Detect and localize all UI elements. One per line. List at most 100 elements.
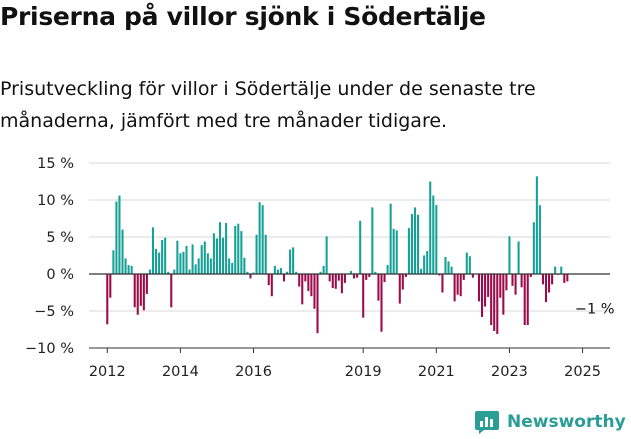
bar bbox=[353, 274, 356, 279]
bar bbox=[264, 234, 267, 274]
bar bbox=[514, 274, 517, 295]
bar bbox=[328, 274, 331, 282]
bar-chart: 15 % 10 % 5 % 0 % −5 % −10 % 2012 2014 2016 2019… bbox=[25, 156, 615, 380]
bar bbox=[386, 265, 389, 274]
bar bbox=[139, 274, 142, 306]
bar bbox=[289, 249, 292, 274]
latest-value-label: −1 % bbox=[575, 301, 615, 317]
bar bbox=[331, 274, 334, 289]
axes bbox=[89, 273, 610, 353]
newsworthy-chart-bubble-icon bbox=[475, 411, 499, 434]
bar bbox=[106, 274, 109, 325]
bar bbox=[417, 214, 420, 274]
bar bbox=[377, 274, 380, 301]
bar bbox=[112, 250, 115, 274]
bar bbox=[316, 274, 319, 334]
bar bbox=[295, 271, 298, 274]
bar bbox=[237, 223, 240, 274]
bar bbox=[523, 274, 526, 326]
x-tick-label: 2012 bbox=[89, 364, 126, 380]
bar bbox=[487, 274, 490, 297]
bar bbox=[167, 271, 170, 274]
y-tick-label: 5 % bbox=[46, 230, 74, 246]
bar bbox=[374, 271, 377, 274]
bar bbox=[441, 274, 444, 293]
annotations: −1 % bbox=[575, 301, 615, 317]
bar bbox=[154, 248, 158, 274]
bar bbox=[200, 245, 203, 274]
bar bbox=[228, 258, 231, 274]
bar bbox=[401, 274, 404, 290]
bar bbox=[319, 271, 322, 274]
bar bbox=[413, 207, 417, 274]
bar bbox=[481, 274, 484, 317]
bar bbox=[517, 241, 520, 274]
bar bbox=[395, 230, 398, 274]
bar bbox=[322, 265, 325, 274]
bar bbox=[304, 274, 307, 282]
bar bbox=[529, 274, 532, 277]
bar bbox=[243, 257, 246, 274]
x-axis-labels: 2012 2014 2016 2019 2021 2023 2025 bbox=[89, 364, 601, 380]
bar bbox=[340, 274, 343, 294]
bar bbox=[566, 274, 569, 282]
x-tick-label: 2023 bbox=[491, 364, 528, 380]
bar bbox=[270, 274, 273, 297]
bar bbox=[337, 274, 340, 281]
bar bbox=[423, 255, 426, 274]
bar bbox=[343, 274, 346, 283]
bar bbox=[209, 258, 212, 274]
bar bbox=[185, 245, 188, 274]
bar bbox=[453, 274, 456, 302]
chart-title: Priserna på villor sjönk i Södertälje bbox=[0, 2, 486, 31]
bar bbox=[468, 256, 471, 274]
bar bbox=[398, 274, 401, 304]
bar bbox=[456, 274, 459, 295]
bar bbox=[158, 252, 161, 274]
bar bbox=[532, 222, 535, 274]
bar bbox=[164, 237, 167, 274]
bar bbox=[234, 225, 237, 274]
bar bbox=[286, 271, 289, 274]
bar bbox=[554, 266, 557, 274]
bar bbox=[362, 274, 365, 318]
bar bbox=[276, 269, 279, 274]
bar bbox=[350, 271, 353, 274]
bar bbox=[563, 274, 566, 283]
bar bbox=[496, 274, 499, 334]
bar bbox=[127, 265, 130, 274]
bar bbox=[471, 274, 474, 278]
bar bbox=[502, 274, 505, 315]
bar bbox=[490, 274, 493, 326]
bar bbox=[505, 274, 508, 291]
bar bbox=[407, 228, 410, 274]
bar bbox=[520, 274, 523, 288]
bar bbox=[133, 274, 136, 308]
bar bbox=[109, 274, 112, 298]
bar bbox=[197, 258, 200, 274]
bar bbox=[161, 239, 164, 274]
bar bbox=[541, 274, 545, 285]
bar bbox=[142, 274, 145, 311]
bar bbox=[298, 274, 301, 287]
bar bbox=[203, 241, 206, 274]
y-tick-label: −10 % bbox=[25, 341, 74, 357]
bar bbox=[148, 269, 151, 274]
bar bbox=[218, 222, 222, 274]
bar bbox=[182, 251, 185, 274]
bar bbox=[279, 268, 282, 274]
bar bbox=[493, 274, 496, 331]
x-tick-label: 2021 bbox=[418, 364, 455, 380]
bar bbox=[462, 274, 465, 280]
bar bbox=[124, 258, 127, 274]
bar bbox=[538, 205, 541, 274]
bar bbox=[215, 238, 218, 274]
bar bbox=[307, 274, 310, 292]
bar bbox=[438, 274, 441, 276]
bar bbox=[429, 181, 432, 274]
bar bbox=[273, 265, 276, 274]
bar bbox=[118, 195, 121, 274]
bar bbox=[188, 269, 191, 274]
bar bbox=[426, 251, 429, 274]
bar bbox=[526, 274, 529, 326]
